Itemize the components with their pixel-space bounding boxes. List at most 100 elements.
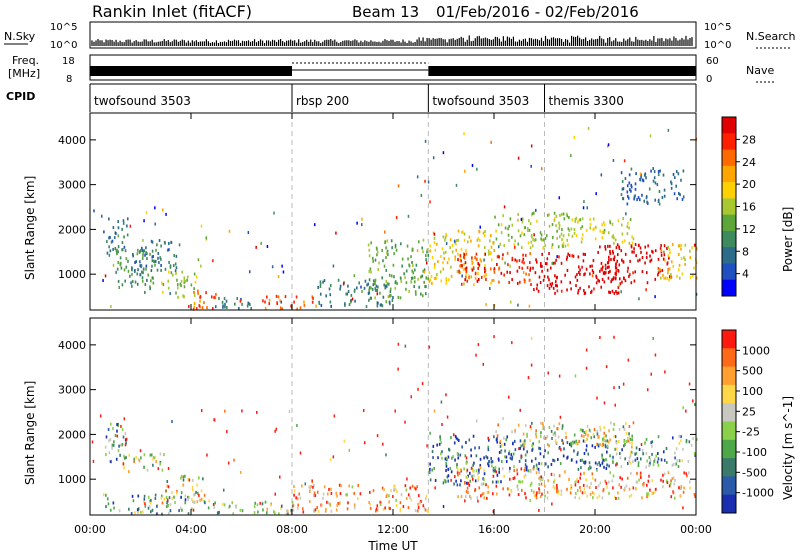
heatmap-cell xyxy=(413,285,415,289)
heatmap-cell xyxy=(156,512,158,516)
heatmap-cell xyxy=(325,507,327,511)
heatmap-cell xyxy=(371,287,374,291)
heatmap-cell xyxy=(501,257,504,261)
heatmap-cell xyxy=(266,507,269,511)
heatmap-cell xyxy=(116,267,119,271)
heatmap-cell xyxy=(488,239,491,243)
heatmap-cell xyxy=(556,255,558,259)
heatmap-cell xyxy=(621,187,624,191)
heatmap-cell xyxy=(693,492,696,496)
heatmap-cell xyxy=(519,480,522,484)
heatmap-cell xyxy=(241,509,244,513)
heatmap-cell xyxy=(536,491,538,495)
heatmap-cell xyxy=(514,448,517,452)
heatmap-cell xyxy=(517,229,520,233)
heatmap-cell xyxy=(645,451,648,455)
heatmap-cell xyxy=(566,441,569,445)
heatmap-cell xyxy=(478,446,481,450)
heatmap-cell xyxy=(554,291,556,295)
heatmap-cell xyxy=(626,476,629,480)
heatmap-cell xyxy=(618,483,621,487)
heatmap-cell xyxy=(545,234,548,238)
heatmap-cell xyxy=(608,265,610,269)
heatmap-cell xyxy=(535,260,538,264)
heatmap-cell xyxy=(449,238,452,242)
heatmap-cell xyxy=(678,459,681,463)
heatmap-cell xyxy=(607,276,610,280)
heatmap-cell xyxy=(213,505,216,509)
heatmap-cell xyxy=(511,455,514,459)
heatmap-cell xyxy=(562,245,564,249)
heatmap-cell xyxy=(490,281,492,285)
heatmap-cell xyxy=(491,464,493,468)
heatmap-cell xyxy=(374,258,377,262)
heatmap-cell xyxy=(431,281,433,285)
heatmap-cell xyxy=(523,468,526,472)
heatmap-cell xyxy=(524,253,527,257)
heatmap-cell xyxy=(664,258,666,262)
heatmap-cell xyxy=(607,261,610,265)
heatmap-cell xyxy=(493,249,496,253)
heatmap-cell xyxy=(528,278,531,282)
heatmap-cell xyxy=(457,438,460,442)
heatmap-cell xyxy=(438,442,441,446)
heatmap-cell xyxy=(483,266,486,270)
heatmap-cell xyxy=(534,271,537,275)
heatmap-cell xyxy=(498,280,500,284)
heatmap-cell xyxy=(682,169,685,173)
heatmap-cell xyxy=(610,280,612,284)
heatmap-cell xyxy=(503,244,505,248)
heatmap-cell xyxy=(607,270,610,274)
heatmap-cell xyxy=(500,223,503,227)
heatmap-cell xyxy=(571,254,574,258)
heatmap-cell xyxy=(455,239,458,243)
heatmap-cell xyxy=(176,283,179,287)
heatmap-cell xyxy=(490,140,492,144)
heatmap-cell xyxy=(394,409,396,413)
heatmap-cell xyxy=(390,294,392,298)
heatmap-cell xyxy=(116,434,119,438)
heatmap-cell xyxy=(317,509,320,513)
heatmap-cell xyxy=(657,435,660,439)
heatmap-cell xyxy=(553,459,556,463)
heatmap-cell xyxy=(448,257,450,261)
heatmap-cell xyxy=(459,453,462,457)
heatmap-cell xyxy=(558,221,560,225)
heatmap-cell xyxy=(538,440,541,444)
heatmap-cell xyxy=(588,428,591,432)
heatmap-cell xyxy=(604,271,606,275)
heatmap-cell xyxy=(546,262,548,266)
heatmap-cell xyxy=(368,288,370,292)
heatmap-cell xyxy=(524,442,526,446)
colorbar-tick-label: 28 xyxy=(742,133,756,146)
heatmap-cell xyxy=(262,299,264,303)
heatmap-cell xyxy=(506,435,509,439)
heatmap-cell xyxy=(615,441,618,445)
heatmap-cell xyxy=(139,273,142,277)
heatmap-cell xyxy=(440,441,442,445)
heatmap-cell xyxy=(148,505,151,509)
heatmap-cell xyxy=(169,292,171,296)
heatmap-cell xyxy=(529,438,531,442)
heatmap-cell xyxy=(236,296,239,300)
y-tick-label: 1000 xyxy=(58,473,86,486)
heatmap-cell xyxy=(579,286,581,290)
heatmap-cell xyxy=(605,458,607,462)
heatmap-cell xyxy=(385,256,387,260)
heatmap-cell xyxy=(627,221,629,225)
heatmap-cell xyxy=(594,237,597,241)
heatmap-cell xyxy=(536,287,538,291)
cpid-segment-label: themis 3300 xyxy=(549,94,624,108)
heatmap-cell xyxy=(561,228,563,232)
heatmap-cell xyxy=(599,425,601,429)
heatmap-cell xyxy=(383,283,386,287)
heatmap-cell xyxy=(585,348,588,352)
heatmap-cell xyxy=(315,304,317,308)
heatmap-cell xyxy=(417,277,419,281)
heatmap-cell xyxy=(554,274,556,278)
heatmap-cell xyxy=(388,506,390,510)
heatmap-cell xyxy=(523,280,526,284)
heatmap-cell xyxy=(509,300,512,304)
heatmap-cell xyxy=(121,248,124,252)
heatmap-cell xyxy=(355,286,358,290)
